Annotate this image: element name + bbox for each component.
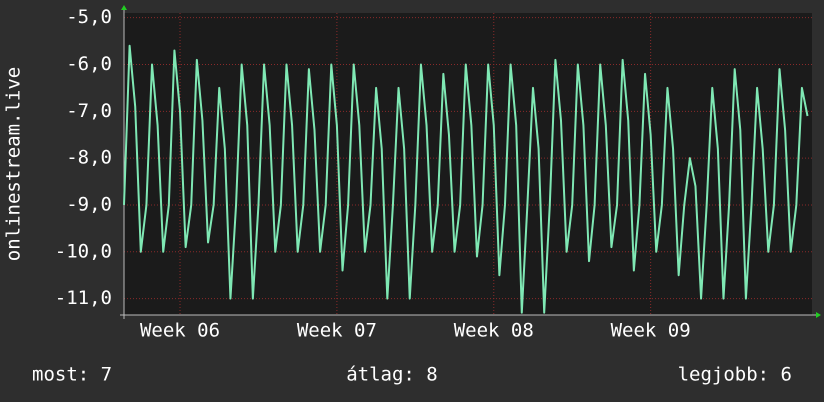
data-line [123,44,809,314]
x-tick-label: Week 06 [140,320,220,342]
y-tick-label: -7,0 [66,100,112,122]
axis-arrow [816,312,821,318]
y-tick-label: -6,0 [66,53,112,75]
x-tick-label: Week 09 [611,320,691,342]
y-tick-label: -11,0 [55,287,112,309]
y-axis-label: onlinestream.live [3,67,25,261]
x-tick-label: Week 07 [297,320,377,342]
legend-current: most: 7 [32,364,112,386]
x-tick-label: Week 08 [454,320,534,342]
y-tick-label: -5,0 [66,6,112,28]
legend-average: átlag: 8 [346,364,438,386]
y-tick-label: -9,0 [66,193,112,215]
legend-best: legjobb: 6 [678,364,792,386]
y-tick-label: -10,0 [55,240,112,262]
axis-arrow [121,5,127,10]
y-tick-label: -8,0 [66,147,112,169]
